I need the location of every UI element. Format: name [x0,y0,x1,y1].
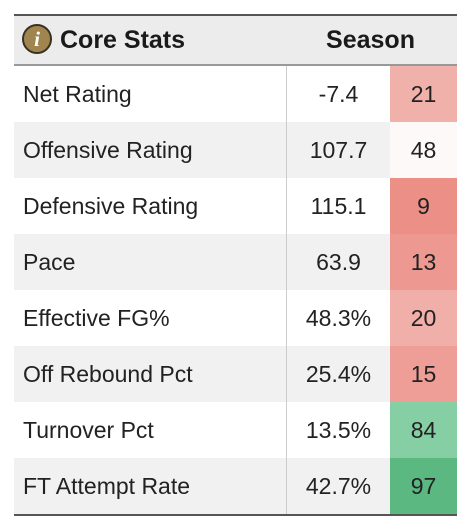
stat-rank: 13 [390,234,457,290]
stat-rank: 84 [390,402,457,458]
stat-rank: 15 [390,346,457,402]
core-stats-table: i Core Stats Season Net Rating -7.4 21 Offe… [14,14,457,516]
table-row: Defensive Rating 115.1 9 [14,178,457,234]
stat-label: Effective FG% [23,305,170,331]
stat-label: Turnover Pct [23,417,154,443]
table-row: Offensive Rating 107.7 48 [14,122,457,178]
stat-rank: 97 [390,458,457,514]
stat-label: FT Attempt Rate [23,473,191,499]
stat-label: Off Rebound Pct [23,361,193,387]
stat-value: 13.5% [286,402,390,458]
table-row: Net Rating -7.4 21 [14,66,457,122]
stat-rank: 9 [390,178,457,234]
table-body: Net Rating -7.4 21 Offensive Rating 107.7 48 D… [14,66,457,514]
stat-value: 63.9 [286,234,390,290]
table-header: i Core Stats Season [14,16,457,66]
stat-label: Pace [23,249,76,275]
stat-rank: 20 [390,290,457,346]
stat-label: Defensive Rating [23,193,199,219]
stat-value: 42.7% [286,458,390,514]
stat-rank: 21 [390,66,457,122]
stat-value: 48.3% [286,290,390,346]
stat-value: 115.1 [286,178,390,234]
table-row: Pace 63.9 13 [14,234,457,290]
info-icon[interactable]: i [22,24,52,54]
stat-label: Net Rating [23,81,132,107]
stat-label: Offensive Rating [23,137,193,163]
table-row: Turnover Pct 13.5% 84 [14,402,457,458]
table-title: Core Stats [60,26,186,54]
stat-value: 25.4% [286,346,390,402]
table-row: Effective FG% 48.3% 20 [14,290,457,346]
season-column-header[interactable]: Season [326,26,415,54]
stat-value: -7.4 [286,66,390,122]
table-row: FT Attempt Rate 42.7% 97 [14,458,457,514]
stat-value: 107.7 [286,122,390,178]
stat-rank: 48 [390,122,457,178]
table-row: Off Rebound Pct 25.4% 15 [14,346,457,402]
